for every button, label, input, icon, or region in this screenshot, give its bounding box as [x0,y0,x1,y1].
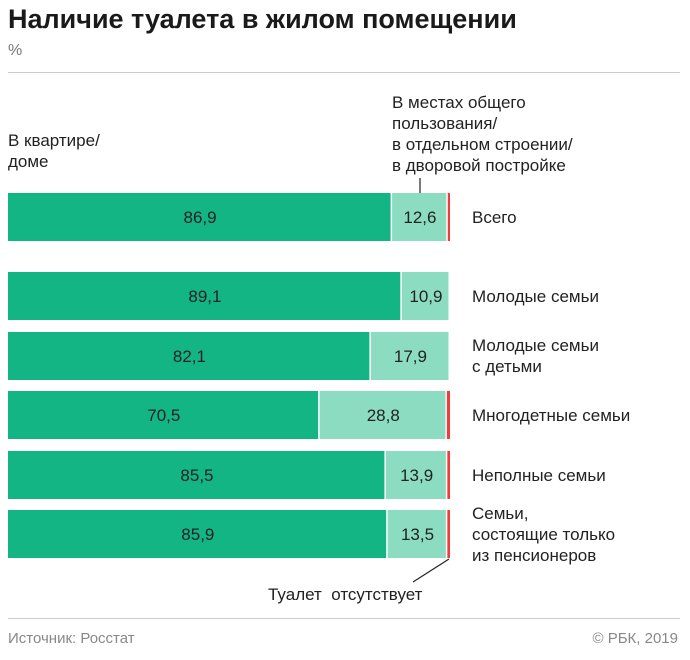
bar-segment [385,451,446,499]
bar-segment [8,451,385,499]
bar-value-label: 85,9 [181,525,214,544]
category-label: Неполные семьи [472,465,606,486]
bar-value-label: 89,1 [188,287,221,306]
legend-common-line: пользования/ [392,114,498,133]
bottom-divider [8,618,680,619]
bar-value-label: 13,9 [400,466,433,485]
copyright: © РБК, 2019 [592,630,678,647]
category-label-line: из пенсионеров [472,545,597,565]
bar-segment [446,391,450,439]
bar-segment [447,451,450,499]
absent-leader-line [412,558,450,583]
legend-common: В местах общего пользования/ в отдельном… [392,92,573,176]
bar-value-label: 82,1 [173,347,206,366]
category-label-line: Неполные семьи [472,465,606,485]
bar-value-label: 12,6 [403,208,436,227]
category-label-line: с детьми [472,357,542,376]
bar-value-label: 10,9 [409,287,442,306]
bar-segment [319,391,446,439]
bar-value-label: 85,5 [180,466,213,485]
bar-segment [8,332,370,380]
bar-segment [8,510,387,558]
category-label-line: Семьи, [472,503,529,523]
category-label: Семьи, состоящие только из пенсионеров [472,503,615,566]
legend-absent: Туалет отсутствует [268,585,423,604]
bar-value-label: 28,8 [367,406,400,425]
category-label: Всего [472,207,517,228]
legend-common-line: в дворовой постройке [392,156,566,175]
bar-segment [8,193,391,241]
category-label: Молодые семьи [472,286,599,307]
legend-common-line: В местах общего [392,93,526,112]
top-divider [8,72,680,73]
legend-home-line: доме [8,152,49,171]
bar-segment [447,510,450,558]
category-label-line: Молодые семьи [472,336,599,355]
category-label: Многодетные семьи [472,405,630,426]
legend-home-line: В квартире/ [8,131,100,150]
bar-segment [370,332,449,380]
bar-segment [8,391,319,439]
bar-value-label: 13,5 [401,525,434,544]
bar-value-label: 17,9 [394,347,427,366]
source: Источник: Росстат [8,630,135,647]
category-label-line: состоящие только [472,524,616,544]
legend-common-line: в отдельном строении/ [392,135,573,154]
unit-label: % [8,42,23,59]
category-label-line: Молодые семьи [472,286,599,306]
bar-segment [447,193,450,241]
category-label: Молодые семьи с детьми [472,335,599,377]
bar-value-label: 86,9 [184,208,217,227]
bar-segment [387,510,446,558]
bar-value-label: 70,5 [147,406,180,425]
legend-home: В квартире/ доме [8,130,100,172]
bar-segment [8,272,401,320]
bar-segment [401,272,449,320]
chart-title: Наличие туалета в жилом помещении [8,4,517,34]
bar-segment [392,193,447,241]
category-label-line: Всего [472,207,517,227]
category-label-line: Многодетные семьи [472,405,631,425]
